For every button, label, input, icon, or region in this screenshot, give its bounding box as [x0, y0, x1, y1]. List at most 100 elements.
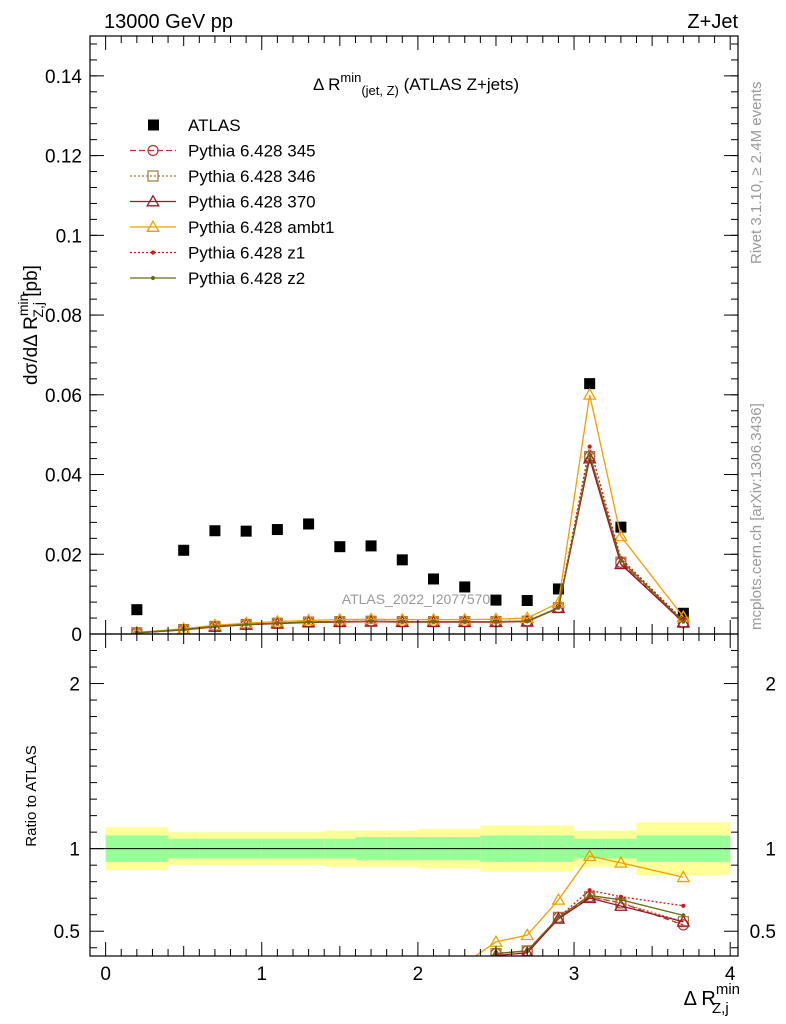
main-y-tick-label: 0.02 — [45, 545, 82, 566]
ratio-series-marker — [210, 997, 220, 1007]
mc-series-marker — [332, 612, 347, 625]
mc-series-marker — [131, 625, 142, 634]
ratio-series-marker — [131, 997, 143, 1007]
ratio-series-marker — [614, 898, 628, 911]
legend-marker — [147, 170, 159, 182]
ratio-series-marker — [132, 1001, 142, 1011]
legend: ATLAS Pythia 6.428 345 Pythia 6.428 346 Pyt… — [130, 116, 334, 288]
atlas-data-point — [615, 521, 627, 533]
ratio-series-marker — [463, 969, 466, 972]
ratio-y-tick-label-right: 1 — [765, 840, 776, 861]
ratio-series-line — [493, 897, 684, 956]
ratio-series-marker — [369, 988, 372, 991]
mc-series-marker — [301, 613, 316, 626]
ratio-series-marker — [272, 989, 284, 999]
ratio-series-marker — [272, 992, 282, 1002]
x-tick-label: 4 — [725, 964, 736, 985]
atlas-data-point — [490, 594, 502, 606]
atlas-data-point — [677, 607, 689, 619]
mc-series-marker — [400, 619, 405, 624]
ratio-series-marker — [245, 997, 248, 1000]
ratio-series-marker — [366, 985, 376, 995]
x-tick-label: 1 — [256, 964, 267, 985]
legend-label: Pythia 6.428 345 — [188, 142, 316, 161]
x-axis-label: Δ Rmin Z,j — [684, 981, 740, 1017]
main-y-tick-label: 0.12 — [45, 147, 82, 168]
ratio-series-marker — [459, 958, 471, 968]
ratio-series-layer — [131, 848, 691, 1011]
ratio-series-marker — [209, 997, 221, 1007]
ratio-series-marker — [460, 965, 470, 975]
ratio-series-marker — [182, 1004, 185, 1007]
legend-marker — [147, 144, 159, 157]
legend-label: Pythia 6.428 ambt1 — [188, 218, 334, 237]
ratio-series-marker — [587, 893, 592, 898]
ratio-series-marker — [132, 1001, 142, 1011]
ratio-series-marker — [135, 1004, 138, 1007]
ratio-series-marker — [135, 1004, 138, 1007]
mc-series-marker — [244, 622, 249, 627]
ratio-y-tick-label: 0.5 — [54, 922, 80, 943]
ratio-series-marker — [365, 980, 377, 990]
mcplots-label: mcplots.cern.ch [arXiv:1306.3436] — [748, 403, 765, 630]
ratio-series-marker — [304, 991, 314, 1001]
mc-series-marker — [681, 619, 686, 624]
legend-label: ATLAS — [188, 116, 241, 135]
atlas-data-point — [131, 604, 143, 616]
ratio-series-marker — [428, 965, 440, 975]
ratio-series-marker — [676, 914, 691, 927]
ratio-series-line — [490, 889, 684, 956]
atlas-data-point — [428, 573, 440, 585]
ratio-series-marker — [459, 966, 471, 976]
x-tick-label: 3 — [569, 964, 580, 985]
legend-marker — [150, 250, 156, 255]
plot-title: Δ Rmin(jet, Z) (ATLAS Z+jets) — [313, 70, 519, 98]
main-y-tick-label: 0 — [71, 625, 82, 646]
ratio-series-marker — [213, 1000, 216, 1003]
main-y-tick-label: 0.04 — [45, 466, 82, 487]
ratio-series-marker — [397, 981, 409, 991]
ratio-series-marker — [428, 972, 440, 982]
atlas-data-point — [552, 583, 564, 595]
ratio-series-marker — [432, 975, 435, 978]
ratio-series-marker — [303, 988, 315, 998]
ratio-series-marker — [369, 988, 372, 991]
ratio-y-tick-label-right: 0.5 — [750, 922, 776, 943]
atlas-data-point — [396, 554, 408, 566]
atlas-data-point — [271, 524, 283, 536]
main-y-tick-label: 0.1 — [56, 226, 82, 247]
header-left-label: 13000 GeV pp — [104, 11, 233, 33]
ratio-series-marker — [460, 965, 470, 975]
ratio-plot-frame — [89, 633, 739, 957]
ratio-series-marker — [272, 992, 284, 1002]
legend-marker — [150, 275, 156, 281]
ratio-series-marker — [213, 1000, 216, 1003]
ratio-series-marker — [556, 915, 561, 920]
ratio-series-marker — [178, 998, 190, 1008]
main-y-tick-label: 0.08 — [45, 306, 82, 327]
ratio-series-marker — [429, 972, 439, 982]
ratio-series-marker — [240, 991, 252, 1001]
mc-series-marker — [368, 619, 374, 624]
ratio-series-marker — [463, 969, 466, 972]
ratio-series-marker — [401, 985, 404, 988]
ratio-series-marker — [303, 991, 315, 1001]
mc-series-marker — [426, 612, 441, 625]
atlas-data-point — [240, 525, 252, 537]
ratio-series-marker — [272, 992, 282, 1002]
ratio-series-marker — [397, 981, 407, 991]
ratio-series-line — [474, 855, 684, 956]
rivet-label: Rivet 3.1.10, ≥ 2.4M events — [748, 82, 765, 265]
ratio-series-marker — [179, 1000, 189, 1010]
mc-series-marker — [587, 444, 592, 449]
ratio-series-marker — [366, 985, 376, 995]
mc-series-marker — [462, 619, 467, 624]
mc-series-marker — [431, 619, 436, 624]
atlas-data-point — [303, 518, 315, 530]
ratio-series-marker — [429, 972, 439, 982]
mc-series-marker — [493, 619, 499, 624]
mc-series-marker — [364, 612, 378, 625]
atlas-data-point — [584, 378, 596, 390]
ratio-series-marker — [131, 1000, 143, 1010]
mc-series-marker — [306, 619, 311, 625]
